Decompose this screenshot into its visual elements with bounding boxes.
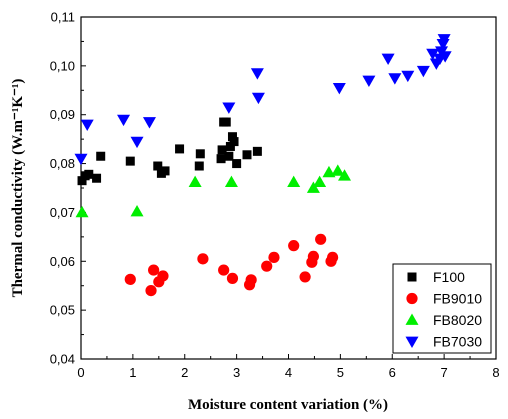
data-point — [306, 181, 320, 193]
data-point — [226, 272, 239, 284]
y-tick-label: 0,08 — [50, 156, 75, 171]
x-tick-label: 8 — [492, 365, 499, 380]
data-point — [160, 166, 170, 176]
data-point — [130, 204, 144, 217]
data-point — [437, 34, 451, 46]
x-tick-label: 6 — [389, 365, 396, 380]
data-point — [251, 92, 265, 105]
data-point — [250, 68, 264, 80]
data-point — [381, 53, 395, 66]
data-point — [175, 144, 185, 154]
data-point — [332, 82, 346, 95]
data-point — [222, 102, 236, 114]
data-point — [77, 176, 87, 186]
data-point — [388, 73, 402, 85]
legend-label: FB7030 — [433, 334, 482, 350]
data-point — [287, 175, 301, 188]
legend: F100 FB9010 FB8020 FB7030 — [392, 263, 492, 354]
data-point — [130, 136, 144, 149]
x-axis-title: Moisture content variation (%) — [188, 397, 388, 413]
data-point — [242, 150, 252, 160]
data-point — [217, 145, 227, 155]
data-point — [84, 169, 94, 179]
series-fb9010 — [124, 233, 339, 297]
data-point — [416, 65, 430, 78]
data-point — [117, 114, 131, 127]
x-tick-label: 1 — [129, 365, 136, 380]
data-point — [142, 117, 156, 129]
y-tick-label: 0,05 — [50, 303, 75, 318]
data-point — [438, 51, 452, 63]
data-point — [157, 270, 169, 282]
y-tick-label: 0,09 — [50, 107, 75, 122]
y-tick-label: 0,07 — [50, 205, 75, 220]
series-fb8020 — [75, 164, 352, 218]
y-axis: 0,04 0,05 0,06 0,07 0,08 0,09 0,10 0,11 — [50, 10, 86, 367]
data-point — [245, 274, 257, 286]
data-point — [96, 151, 106, 161]
data-point — [124, 273, 136, 285]
data-point — [224, 151, 234, 161]
data-point — [331, 164, 345, 176]
y-axis-title: Thermal conductivity (W.m⁻¹K⁻¹) — [10, 79, 26, 298]
data-point — [426, 48, 440, 61]
y-tick-label: 0,10 — [50, 58, 75, 73]
legend-label: FB8020 — [433, 312, 482, 328]
data-point — [195, 149, 205, 159]
data-point — [74, 153, 88, 166]
data-point — [315, 233, 327, 245]
data-point — [194, 161, 204, 171]
data-point — [153, 161, 163, 171]
x-tick-label: 2 — [181, 365, 188, 380]
data-point — [299, 271, 311, 283]
data-point — [227, 132, 237, 142]
data-point — [313, 175, 327, 188]
legend-label: F100 — [433, 269, 465, 285]
x-tick-label: 7 — [441, 365, 448, 380]
data-point — [362, 75, 376, 88]
x-tick-label: 3 — [233, 365, 240, 380]
y-tick-label: 0,11 — [51, 10, 75, 25]
data-point — [307, 250, 319, 262]
data-point — [401, 70, 415, 83]
data-point — [225, 141, 235, 151]
data-point — [326, 251, 339, 263]
y-tick-label: 0,04 — [50, 352, 75, 367]
data-point — [125, 156, 135, 166]
data-point — [92, 173, 102, 183]
x-axis: 0 1 2 3 4 5 6 7 8 — [77, 354, 500, 380]
data-point — [436, 38, 450, 51]
data-point — [221, 117, 231, 127]
series-fb7030 — [74, 34, 452, 166]
x-tick-label: 5 — [337, 365, 344, 380]
y-tick-label: 0,06 — [50, 254, 75, 269]
data-point — [261, 260, 273, 272]
data-point — [197, 253, 209, 265]
data-point — [338, 169, 352, 181]
data-point — [145, 285, 157, 297]
legend-marker — [406, 292, 418, 305]
data-point — [188, 175, 202, 188]
x-tick-label: 4 — [285, 365, 292, 380]
x-tick-label: 0 — [77, 365, 84, 380]
data-point — [218, 264, 230, 276]
data-point — [80, 119, 94, 131]
data-point — [232, 159, 242, 169]
data-point — [216, 154, 226, 164]
data-point — [224, 175, 238, 188]
legend-marker — [405, 336, 419, 348]
data-point — [268, 251, 280, 263]
data-points — [74, 34, 452, 297]
data-point — [75, 205, 89, 218]
series-f100 — [77, 117, 262, 186]
data-point — [252, 146, 262, 156]
legend-marker — [405, 313, 419, 325]
data-point — [229, 137, 239, 147]
data-point — [148, 264, 160, 276]
legend-label: FB9010 — [433, 291, 482, 307]
legend-marker — [407, 272, 417, 282]
data-point — [288, 240, 300, 252]
